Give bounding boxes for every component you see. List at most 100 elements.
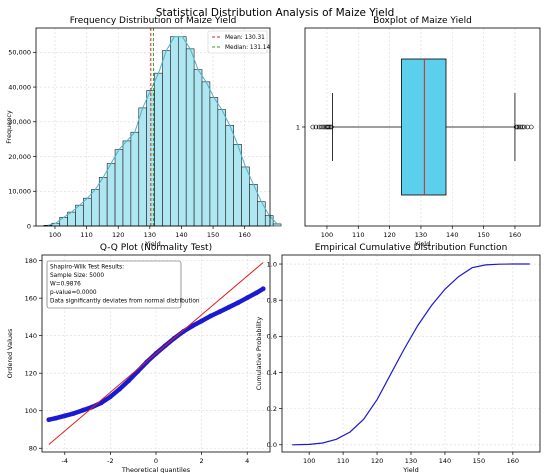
y-tick-label: 1.0 bbox=[267, 260, 277, 268]
legend-box bbox=[207, 30, 268, 54]
outlier-point bbox=[528, 124, 534, 130]
histogram-panel: Frequency Distribution of Maize Yield 100… bbox=[5, 16, 282, 248]
x-tick-label: -2 bbox=[107, 457, 113, 465]
x-tick-label: 160 bbox=[509, 231, 521, 239]
figure-suptitle: Statistical Distribution Analysis of Mai… bbox=[156, 7, 395, 19]
qq-point bbox=[235, 300, 241, 306]
y-tick-label: 10,000 bbox=[8, 188, 31, 196]
y-tick-label: 0.4 bbox=[267, 369, 277, 377]
y-tick-label: 30,000 bbox=[8, 118, 31, 126]
axes-frame bbox=[41, 254, 271, 453]
y-tick-label: 140 bbox=[25, 332, 37, 340]
axes-frame bbox=[281, 254, 541, 453]
qq-point bbox=[117, 386, 122, 392]
stats-box-line: W=0.9876 bbox=[50, 282, 81, 288]
stats-box-line: Data significantly deviates from normal … bbox=[50, 299, 200, 305]
y-tick-label: 50,000 bbox=[8, 49, 31, 57]
qq-point bbox=[226, 304, 232, 310]
boxplot-panel: Boxplot of Maize Yield 100 110 120 130 140 150… bbox=[296, 16, 541, 248]
x-tick-label: 110 bbox=[337, 457, 349, 465]
y-axis-label: Ordered Values bbox=[6, 328, 14, 378]
chart-title: Frequency Distribution of Maize Yield bbox=[70, 16, 237, 26]
stats-box: Shapiro-Wilk Test Results: Sample Size: 5… bbox=[46, 260, 200, 309]
qq-point bbox=[244, 295, 250, 301]
y-tick-label: 100 bbox=[25, 407, 37, 415]
outlier-point bbox=[313, 124, 319, 130]
x-tick-label: 140 bbox=[446, 231, 458, 239]
histogram-bar bbox=[154, 72, 163, 227]
axes-frame bbox=[304, 27, 541, 227]
qq-point bbox=[98, 400, 104, 406]
y-tick-label: 0.6 bbox=[267, 333, 277, 341]
stats-box-frame bbox=[46, 260, 182, 309]
x-tick-label: 150 bbox=[477, 231, 489, 239]
y-tick-label: 180 bbox=[25, 257, 37, 265]
outlier-point bbox=[513, 124, 519, 130]
y-tick-label: 0.8 bbox=[267, 296, 277, 304]
qq-point bbox=[53, 415, 59, 421]
x-tick-label: 120 bbox=[112, 231, 124, 239]
y-tick-label: 40,000 bbox=[8, 83, 31, 91]
histogram-bar bbox=[264, 215, 274, 227]
stats-box-line: Sample Size: 5000 bbox=[50, 273, 104, 279]
y-axis-label: Cumulative Probability bbox=[255, 317, 263, 391]
histogram-bar bbox=[185, 48, 195, 227]
histogram-bar bbox=[272, 223, 282, 227]
x-axis-label: Yield bbox=[414, 240, 430, 248]
x-axis-label: Yield bbox=[402, 466, 418, 473]
x-tick-label: 2 bbox=[200, 457, 204, 465]
x-axis-label: Theoretical quantiles bbox=[121, 466, 191, 473]
qq-point bbox=[217, 309, 223, 315]
x-tick-label: 100 bbox=[303, 457, 315, 465]
histogram-bar bbox=[59, 217, 68, 227]
outlier-point bbox=[318, 124, 324, 130]
histogram-bar bbox=[162, 50, 171, 227]
outlier-point bbox=[522, 124, 527, 130]
chart-title: Empirical Cumulative Distribution Functi… bbox=[315, 243, 508, 253]
outlier-point bbox=[327, 124, 333, 130]
qq-plot-panel: Q-Q Plot (Normality Test) -4 -2 0 2 4 80 100 120… bbox=[6, 243, 271, 473]
x-tick-label: 4 bbox=[245, 457, 249, 465]
x-axis-label: Yield bbox=[144, 240, 160, 248]
histogram-bar bbox=[83, 197, 92, 227]
qq-point bbox=[126, 378, 132, 384]
y-tick-label: 1 bbox=[296, 123, 300, 131]
x-tick-label: 120 bbox=[371, 457, 383, 465]
y-tick-label: 0 bbox=[27, 222, 31, 230]
outlier-point bbox=[326, 124, 332, 130]
chart-title: Boxplot of Maize Yield bbox=[373, 16, 472, 26]
axes-frame bbox=[35, 27, 271, 227]
x-tick-label: 0 bbox=[154, 457, 158, 465]
qq-point bbox=[62, 413, 68, 419]
x-tick-label: 160 bbox=[507, 457, 519, 465]
x-tick-label: 100 bbox=[321, 231, 333, 239]
y-axis-label: Frequency bbox=[5, 110, 13, 144]
legend: Mean: 130.31 Median: 131.14 bbox=[207, 30, 270, 54]
histogram-bar bbox=[193, 69, 203, 227]
qq-point bbox=[199, 318, 205, 324]
y-tick-label: 120 bbox=[25, 370, 37, 378]
qq-point bbox=[208, 313, 214, 319]
histogram-bar bbox=[122, 140, 132, 227]
histogram-bar bbox=[106, 163, 116, 227]
histogram-bar bbox=[114, 149, 124, 227]
outlier-point bbox=[516, 124, 522, 130]
qq-point bbox=[260, 286, 266, 292]
histogram-bar bbox=[257, 201, 266, 227]
histogram-bar bbox=[233, 144, 242, 227]
qq-reference-line bbox=[48, 262, 264, 445]
outlier-point bbox=[310, 124, 316, 130]
y-tick-label: 20,000 bbox=[8, 153, 31, 161]
histogram-bar bbox=[177, 36, 187, 227]
qq-point bbox=[253, 290, 259, 296]
y-tick-label: 160 bbox=[25, 294, 37, 302]
x-tick-label: 140 bbox=[175, 231, 187, 239]
x-tick-label: 150 bbox=[473, 457, 485, 465]
histogram-bar bbox=[91, 189, 100, 227]
box-iqr bbox=[401, 58, 447, 196]
outlier-point bbox=[320, 124, 326, 130]
histogram-bar bbox=[170, 36, 179, 227]
x-tick-label: 110 bbox=[80, 231, 92, 239]
x-tick-label: 130 bbox=[144, 231, 156, 239]
qq-point bbox=[71, 410, 77, 416]
